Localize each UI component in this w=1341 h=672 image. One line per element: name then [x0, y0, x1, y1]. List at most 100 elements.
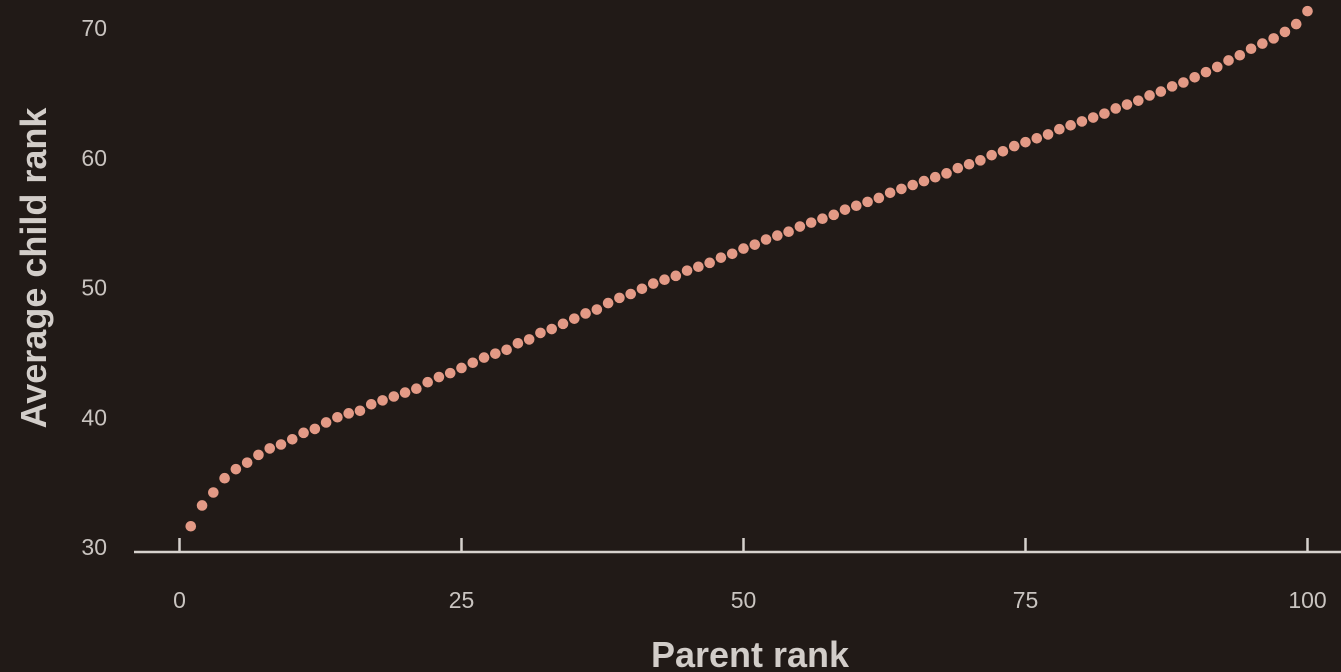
data-point [1133, 95, 1144, 106]
data-point [952, 162, 964, 174]
data-point [1200, 66, 1212, 78]
data-point [772, 230, 783, 241]
data-point [647, 278, 659, 289]
data-point [399, 387, 411, 398]
data-point [490, 348, 501, 359]
data-point [557, 318, 569, 330]
data-point [320, 417, 332, 428]
data-point [1031, 132, 1043, 144]
data-point [230, 463, 242, 475]
data-point [501, 344, 512, 356]
data-point [1020, 136, 1031, 148]
data-point [1076, 116, 1088, 127]
data-point [332, 411, 343, 423]
data-point [760, 234, 772, 245]
data-point [512, 337, 524, 349]
data-point [896, 183, 907, 195]
data-point [253, 449, 264, 461]
data-point [298, 427, 309, 439]
data-point [749, 239, 761, 250]
data-points [185, 5, 1313, 532]
y-tick-label: 60 [81, 145, 107, 171]
data-point [354, 405, 366, 417]
y-ticks: 30 40 50 60 70 [81, 15, 107, 560]
data-point [569, 313, 580, 324]
data-point [1110, 103, 1122, 114]
data-point [851, 200, 862, 212]
data-point [963, 158, 975, 170]
data-point [884, 187, 896, 199]
data-point [873, 192, 885, 204]
data-point [941, 168, 952, 179]
data-point [478, 352, 490, 363]
data-point [783, 226, 794, 238]
data-point [1234, 49, 1246, 61]
x-tick-label: 50 [731, 587, 757, 613]
data-point [1189, 72, 1200, 83]
data-point [444, 367, 456, 379]
data-point [975, 155, 986, 166]
data-point [422, 376, 433, 388]
data-point [1268, 33, 1279, 44]
data-point [388, 391, 400, 402]
data-point [715, 252, 727, 263]
data-point [1054, 123, 1065, 135]
data-point [241, 457, 253, 468]
data-point [1257, 38, 1268, 49]
data-point [1290, 18, 1302, 30]
data-point [693, 261, 704, 273]
data-point [309, 423, 321, 435]
data-point [1166, 81, 1178, 92]
data-point [997, 145, 1009, 157]
x-tick-label: 25 [449, 587, 475, 613]
data-point [287, 434, 298, 445]
data-point [602, 297, 614, 309]
data-point [591, 304, 603, 315]
x-tick-label: 100 [1288, 587, 1326, 613]
data-point [467, 357, 479, 369]
data-point [726, 248, 738, 260]
data-point [185, 520, 197, 532]
data-point [986, 149, 997, 161]
data-point [1008, 140, 1020, 152]
data-point [365, 398, 377, 410]
data-point [1121, 99, 1133, 110]
data-point [411, 383, 422, 395]
data-point [839, 204, 851, 215]
data-point [1144, 90, 1155, 101]
data-point [343, 408, 355, 419]
data-point [535, 327, 546, 339]
data-point [1065, 120, 1076, 131]
data-point [219, 472, 230, 484]
data-point [907, 179, 918, 191]
data-point [1245, 43, 1257, 55]
x-tick-label: 0 [173, 587, 186, 613]
data-point [523, 334, 535, 345]
data-point [805, 217, 817, 228]
y-tick-label: 40 [81, 404, 107, 430]
data-point [918, 175, 930, 187]
y-tick-label: 50 [81, 275, 107, 301]
data-point [264, 443, 276, 454]
data-point [580, 308, 591, 319]
data-point [828, 209, 840, 221]
x-axis-title: Parent rank [651, 634, 850, 672]
data-point [738, 243, 749, 254]
data-point [704, 257, 715, 269]
data-point [433, 371, 445, 383]
data-point [456, 362, 467, 374]
y-tick-label: 70 [81, 15, 107, 41]
data-point [546, 323, 558, 335]
data-point [1223, 55, 1234, 66]
data-point [862, 196, 873, 208]
data-point [1155, 86, 1167, 97]
data-point [929, 171, 941, 183]
data-point [794, 221, 806, 232]
data-point [377, 395, 388, 406]
data-point [196, 500, 208, 511]
data-point [1087, 112, 1099, 123]
data-point [1211, 61, 1223, 73]
data-point [681, 265, 693, 276]
data-point [670, 270, 682, 282]
